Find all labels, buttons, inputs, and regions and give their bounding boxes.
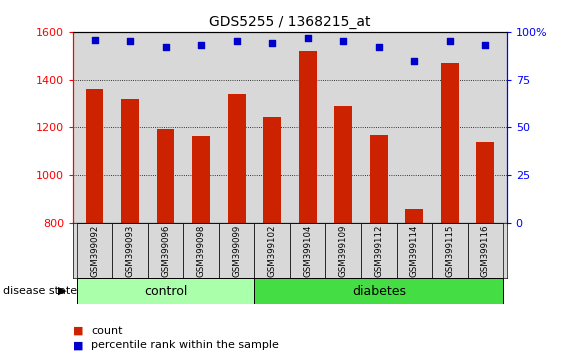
Point <box>374 44 383 50</box>
Bar <box>112 223 148 278</box>
Bar <box>77 223 112 278</box>
Text: GSM399093: GSM399093 <box>126 224 135 276</box>
Bar <box>121 99 139 223</box>
Bar <box>468 223 503 278</box>
Text: diabetes: diabetes <box>352 285 406 298</box>
Text: ▶: ▶ <box>58 286 66 296</box>
Bar <box>77 278 254 304</box>
Text: GSM399098: GSM399098 <box>196 224 205 276</box>
Bar <box>334 106 352 223</box>
Point <box>339 39 348 44</box>
Bar <box>405 209 423 223</box>
Text: disease state: disease state <box>3 286 77 296</box>
Text: GSM399104: GSM399104 <box>303 224 312 277</box>
Point <box>161 44 170 50</box>
Bar <box>396 223 432 278</box>
Text: GSM399115: GSM399115 <box>445 224 454 277</box>
Bar <box>86 89 104 223</box>
Point <box>267 40 276 46</box>
Bar <box>370 135 388 223</box>
Bar <box>254 223 290 278</box>
Bar <box>263 117 281 223</box>
Bar <box>219 223 254 278</box>
Text: GSM399112: GSM399112 <box>374 224 383 277</box>
Text: ■: ■ <box>73 326 84 336</box>
Bar <box>290 223 325 278</box>
Text: GSM399114: GSM399114 <box>410 224 419 277</box>
Bar <box>157 129 175 223</box>
Bar <box>148 223 184 278</box>
Bar <box>192 136 210 223</box>
Bar <box>184 223 219 278</box>
Point <box>126 39 135 44</box>
Point <box>481 42 490 48</box>
Title: GDS5255 / 1368215_at: GDS5255 / 1368215_at <box>209 16 370 29</box>
Text: GSM399116: GSM399116 <box>481 224 490 277</box>
Bar <box>228 94 245 223</box>
Bar <box>325 223 361 278</box>
Point <box>410 58 419 63</box>
Text: GSM399099: GSM399099 <box>232 224 241 276</box>
Text: GSM399109: GSM399109 <box>339 224 348 276</box>
Bar <box>441 63 459 223</box>
Text: GSM399096: GSM399096 <box>161 224 170 276</box>
Text: ■: ■ <box>73 340 84 350</box>
Bar <box>299 51 316 223</box>
Point <box>303 35 312 40</box>
Bar <box>254 278 503 304</box>
Text: percentile rank within the sample: percentile rank within the sample <box>91 340 279 350</box>
Point <box>445 39 454 44</box>
Text: GSM399092: GSM399092 <box>90 224 99 276</box>
Bar <box>476 142 494 223</box>
Text: GSM399102: GSM399102 <box>267 224 276 277</box>
Point <box>232 39 241 44</box>
Bar <box>432 223 468 278</box>
Text: control: control <box>144 285 187 298</box>
Point <box>196 42 205 48</box>
Text: count: count <box>91 326 123 336</box>
Point <box>90 37 99 42</box>
Bar <box>361 223 396 278</box>
